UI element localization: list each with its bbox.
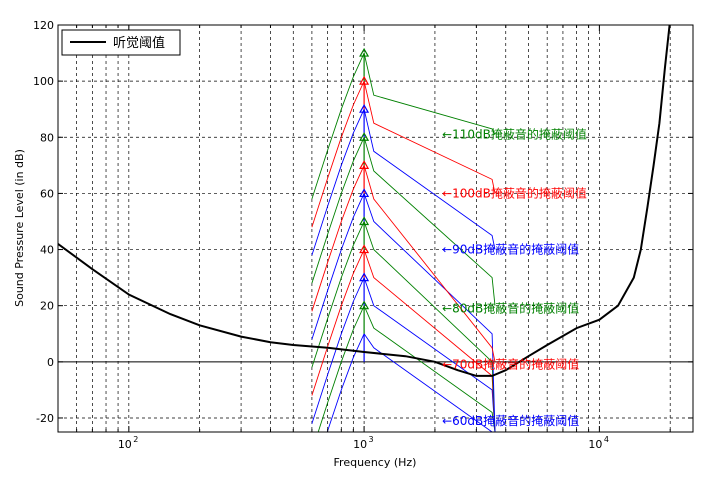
masking-series-80db	[311, 136, 496, 306]
annotation-label: ←80dB掩蔽音的掩蔽阈值	[442, 300, 579, 315]
masker-marker-40db	[359, 244, 370, 254]
masking-series-100db	[311, 79, 496, 228]
annotation-label: ←110dB掩蔽音的掩蔽阈值	[442, 126, 587, 141]
masker-marker-90db	[359, 103, 370, 113]
masking-series-90db	[311, 107, 496, 256]
masker-marker-100db	[359, 75, 370, 85]
masker-marker-110db	[359, 47, 370, 57]
legend: 听觉阈值	[61, 29, 181, 56]
x-tick-label: 10	[353, 438, 367, 451]
masking-series-40db	[311, 248, 496, 432]
masker-marker-20db	[359, 300, 370, 310]
x-tick-label-exponent: 2	[133, 435, 138, 444]
y-tick-label: 60	[40, 187, 54, 200]
x-tick-label: 10	[588, 438, 602, 451]
plot-frame	[57, 24, 694, 433]
masker-marker-70db	[359, 160, 370, 169]
masker-marker-30db	[359, 272, 370, 282]
y-tick-label: 20	[40, 300, 54, 313]
masking-series-30db	[311, 276, 496, 432]
masker-markers	[359, 47, 370, 310]
masking-series-layer	[311, 51, 496, 432]
masker-marker-50db	[359, 216, 370, 226]
threshold-layer	[58, 25, 671, 377]
y-axis-label: Sound Pressure Level (in dB)	[13, 149, 26, 307]
annotation-label: ←70dB掩蔽音的掩蔽阈值	[442, 357, 579, 372]
x-tick-label-exponent: 4	[604, 435, 609, 444]
x-tick-label: 10	[118, 438, 132, 451]
masking-series-20db	[317, 304, 496, 432]
annotation-label: ←60dB掩蔽音的掩蔽阈值	[442, 413, 579, 428]
masking-series-10db	[326, 332, 495, 432]
masker-marker-80db	[359, 132, 370, 141]
masking-series-70db	[311, 163, 496, 362]
y-tick-label: 80	[40, 131, 54, 144]
annotations: ←110dB掩蔽音的掩蔽阈值 ←100dB掩蔽音的掩蔽阈值 ←90dB掩蔽音的掩蔽阈…	[442, 126, 587, 427]
annotation-label: ←100dB掩蔽音的掩蔽阈值	[442, 185, 587, 200]
y-tick-label: -20	[36, 412, 54, 425]
y-tick-label: 120	[33, 19, 54, 32]
threshold-curve	[58, 25, 671, 377]
masking-series-60db	[311, 192, 496, 432]
legend-box	[61, 29, 181, 56]
plot-area	[58, 25, 693, 432]
y-tick-label: 0	[47, 356, 54, 369]
masking-series-110db	[311, 51, 496, 200]
x-tick-label-exponent: 3	[369, 435, 374, 444]
annotation-label: ←90dB掩蔽音的掩蔽阈值	[442, 242, 579, 257]
legend-label-threshold: 听觉阈值	[113, 35, 165, 51]
x-axis-label: Frequency (Hz)	[334, 456, 417, 469]
y-tick-label: 100	[33, 75, 54, 88]
masker-marker-60db	[359, 188, 370, 198]
masking-series-50db	[311, 220, 496, 432]
y-tick-label: 40	[40, 244, 54, 257]
